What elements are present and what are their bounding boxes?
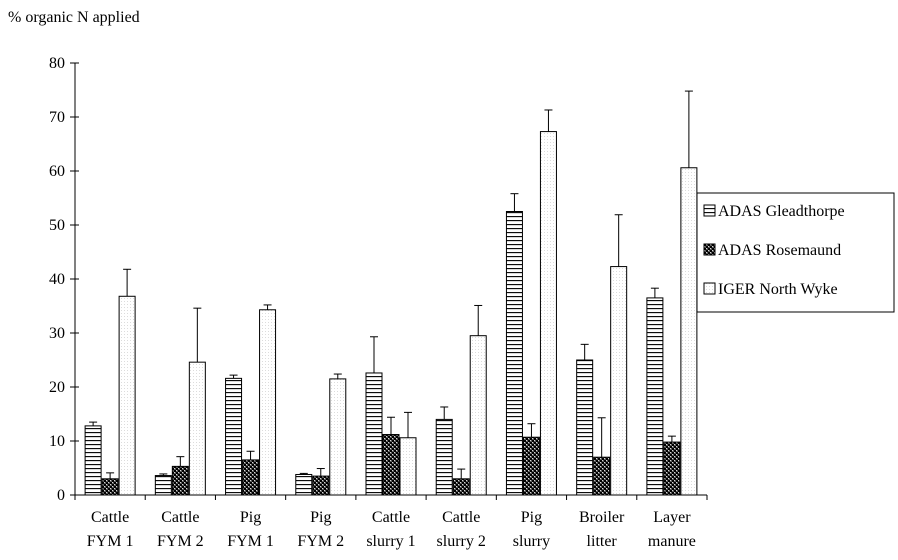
x-tick-label: Pig: [310, 509, 331, 526]
x-axis: [74, 494, 708, 500]
legend: ADAS Gleadthorpe ADAS Rosemaund IGER North…: [696, 192, 895, 313]
bar-horizontal-lines: [365, 372, 383, 496]
y-tick-label: 0: [57, 487, 65, 504]
bar-cross-hatch: [522, 436, 540, 496]
x-tick-label: slurry 2: [437, 533, 486, 550]
error-bars: [89, 90, 693, 479]
y-axis: 0 10 20 30 40 50 60 70 80: [49, 55, 79, 504]
y-tick-label: 60: [49, 163, 65, 180]
x-tick-label: litter: [587, 533, 618, 550]
y-tick-label: 10: [49, 433, 65, 450]
bar-open: [610, 266, 628, 496]
x-tick-label: Pig: [240, 509, 261, 526]
bar-open: [539, 131, 557, 496]
x-tick-label: manure: [648, 533, 696, 550]
bar-horizontal-lines: [576, 359, 594, 496]
bar-cross-hatch: [452, 478, 470, 496]
bar-horizontal-lines: [84, 425, 102, 496]
bar-cross-hatch: [312, 475, 330, 496]
y-tick-label: 80: [49, 55, 65, 72]
y-tick-label: 30: [49, 325, 65, 342]
bar-open: [188, 361, 206, 496]
bar-cross-hatch: [171, 465, 189, 496]
bar-horizontal-lines: [505, 211, 523, 496]
bars: [84, 131, 698, 496]
bar-open: [469, 335, 487, 496]
x-tick-label: Layer: [653, 509, 691, 526]
x-tick-labels: Cattle FYM 1 Cattle FYM 2 Pig FYM 1 Pig FYM 2 Ca…: [87, 509, 696, 550]
x-tick-label: Cattle: [161, 509, 199, 526]
legend-label: IGER North Wyke: [718, 281, 838, 298]
bar-open: [329, 378, 347, 496]
y-axis-label: % organic N applied: [8, 9, 140, 26]
bar-cross-hatch: [101, 478, 119, 496]
x-tick-label: FYM 2: [297, 533, 344, 550]
bar-cross-hatch: [593, 456, 611, 496]
y-tick-label: 40: [49, 271, 65, 288]
bar-horizontal-lines: [295, 473, 313, 496]
y-tick-label: 20: [49, 379, 65, 396]
legend-label: ADAS Rosemaund: [718, 242, 841, 259]
y-tick-label: 50: [49, 217, 65, 234]
x-tick-label: Cattle: [372, 509, 410, 526]
bar-horizontal-lines: [225, 377, 243, 496]
bar-open: [399, 437, 417, 496]
x-tick-label: Broiler: [579, 509, 625, 526]
bar-cross-hatch: [382, 434, 400, 496]
x-tick-label: FYM 2: [157, 533, 204, 550]
x-tick-label: Cattle: [91, 509, 129, 526]
legend-swatch-open: [703, 282, 716, 295]
bar-cross-hatch: [242, 459, 260, 496]
x-tick-label: FYM 1: [87, 533, 134, 550]
x-tick-label: FYM 1: [227, 533, 274, 550]
legend-swatch-cross-hatch: [703, 243, 716, 256]
bar-open: [680, 167, 698, 496]
bar-open: [259, 309, 277, 496]
legend-swatch-horizontal-lines: [703, 204, 716, 217]
bar-horizontal-lines: [435, 418, 453, 496]
bar-cross-hatch: [663, 441, 681, 496]
x-tick-label: slurry 1: [366, 533, 415, 550]
bar-horizontal-lines: [646, 297, 664, 496]
x-tick-label: slurry: [513, 533, 550, 550]
y-tick-label: 70: [49, 109, 65, 126]
bar-open: [118, 295, 136, 496]
x-tick-label: Cattle: [442, 509, 480, 526]
x-tick-label: Pig: [521, 509, 542, 526]
legend-box: [696, 192, 895, 313]
legend-label: ADAS Gleadthorpe: [718, 203, 845, 220]
bar-horizontal-lines: [154, 475, 172, 496]
